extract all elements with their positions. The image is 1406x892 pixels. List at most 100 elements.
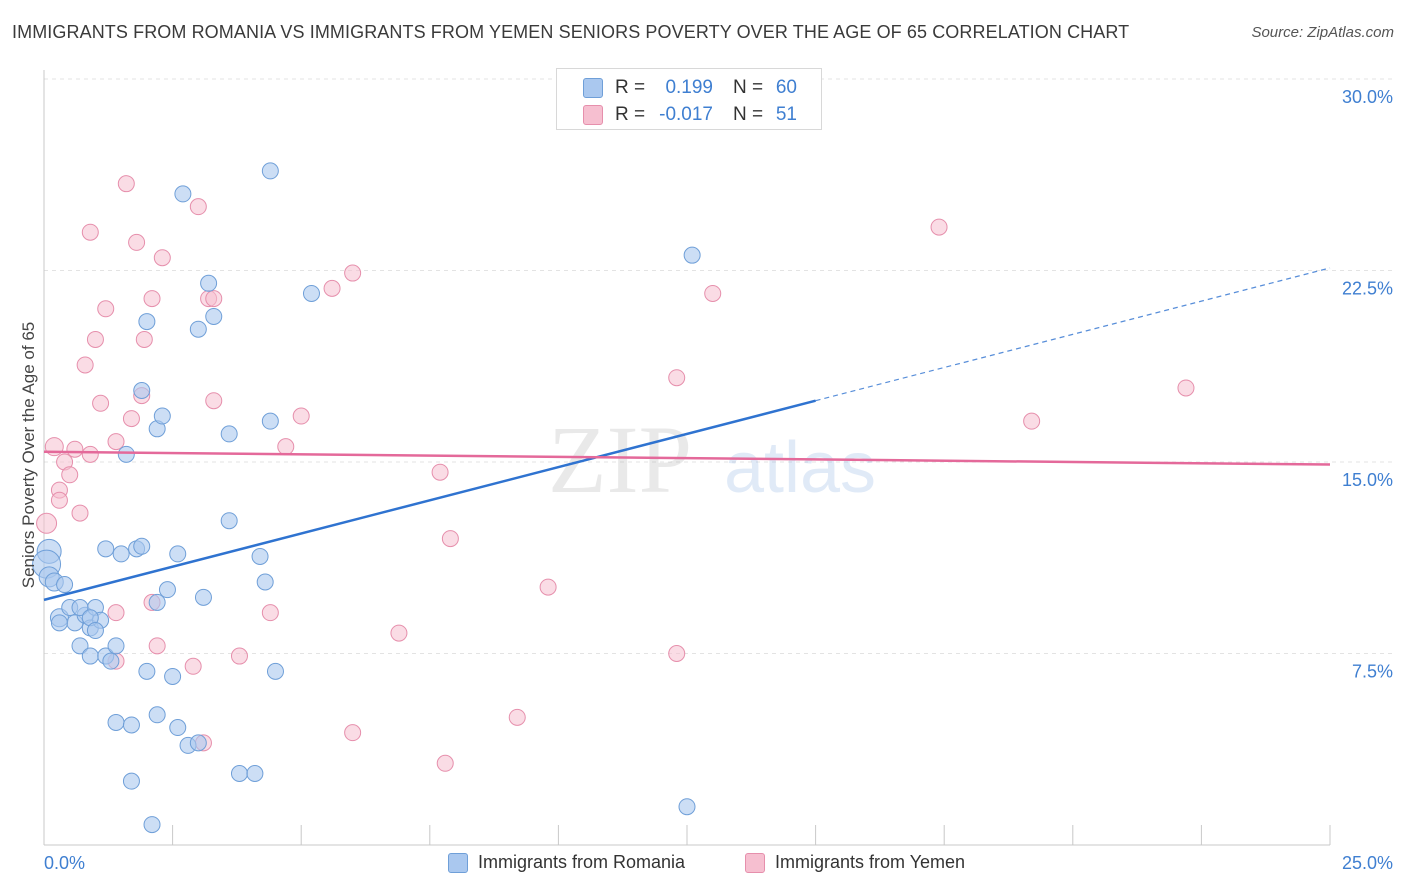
- yemen-point: [205, 290, 223, 308]
- yemen-point: [71, 504, 89, 522]
- y-tick-label: 7.5%: [1352, 662, 1393, 682]
- yemen-point: [668, 645, 686, 662]
- legend-item-yemen[interactable]: Immigrants from Yemen: [745, 852, 965, 873]
- romania-point: [122, 716, 140, 734]
- y-tick-label: 22.5%: [1342, 279, 1393, 299]
- yemen-point: [344, 724, 362, 742]
- watermark-zip: ZIP: [548, 406, 692, 513]
- yemen-point: [668, 369, 686, 387]
- romania-point: [261, 162, 279, 180]
- romania-swatch: [583, 78, 603, 98]
- romania-point: [71, 637, 89, 655]
- yemen-point: [66, 440, 84, 458]
- yemen-trend-line: [43, 450, 1331, 466]
- romania-point: [256, 573, 274, 591]
- romania-point: [302, 284, 320, 302]
- y-tick-labels: 7.5% 15.0% 22.5% 30.0%: [1342, 87, 1393, 682]
- yemen-point: [277, 438, 295, 456]
- legend-swatch-yemen: [745, 852, 765, 873]
- romania-point: [133, 382, 151, 400]
- romania-point: [220, 425, 238, 443]
- romania-point: [133, 537, 151, 555]
- yemen-point: [36, 512, 58, 534]
- yemen-point: [128, 233, 146, 251]
- romania-point: [220, 512, 238, 530]
- romania-point: [174, 185, 192, 203]
- yemen-point: [61, 466, 79, 484]
- romania-point: [169, 545, 187, 563]
- y-tick-label: 15.0%: [1342, 470, 1393, 490]
- yemen-point: [261, 604, 279, 622]
- romania-trend-extension: [815, 267, 1331, 402]
- romania-point: [81, 647, 99, 665]
- romania-trend-line: [43, 399, 816, 602]
- yemen-point: [436, 754, 454, 772]
- x-tick-label-right: 25.0%: [1342, 853, 1393, 873]
- romania-point: [107, 637, 125, 655]
- romania-point: [143, 816, 161, 834]
- watermark: ZIP atlas: [548, 406, 876, 513]
- yemen-point: [50, 491, 68, 509]
- legend-label-yemen: Immigrants from Yemen: [775, 852, 966, 872]
- romania-point: [205, 307, 223, 325]
- romania-point: [148, 593, 166, 611]
- romania-point: [138, 662, 156, 680]
- trend-lines: [43, 267, 1331, 602]
- legend-label-romania: Immigrants from Romania: [478, 852, 686, 872]
- r-label: R =: [615, 104, 646, 125]
- yemen-swatch: [583, 105, 603, 125]
- romania-point: [189, 734, 207, 752]
- yemen-point: [205, 392, 223, 410]
- romania-point: [153, 407, 171, 425]
- yemen-point: [323, 279, 341, 297]
- yemen-point: [431, 463, 449, 481]
- n-label: N =: [733, 104, 764, 125]
- r-label: R =: [615, 77, 646, 98]
- watermark-atlas: atlas: [724, 428, 876, 508]
- yemen-point: [930, 218, 948, 236]
- yemen-point: [122, 410, 140, 428]
- yemen-point: [441, 530, 459, 548]
- romania-point: [122, 772, 140, 790]
- yemen-point: [92, 394, 110, 412]
- romania-point: [71, 599, 89, 617]
- yemen-point: [1023, 412, 1041, 430]
- yemen-point: [292, 407, 310, 425]
- romania-point: [189, 320, 207, 338]
- romania-points: [32, 162, 701, 834]
- romania-point: [230, 765, 248, 783]
- yemen-point: [1177, 379, 1195, 397]
- romania-point: [251, 547, 269, 565]
- romania-point: [102, 652, 120, 670]
- axes: [43, 70, 1331, 846]
- yemen-point: [81, 445, 99, 463]
- romania-point: [117, 445, 135, 463]
- yemen-point: [189, 198, 207, 216]
- n-value: 51: [775, 104, 797, 125]
- x-tick-label-left: 0.0%: [44, 853, 85, 873]
- legend-item-romania[interactable]: Immigrants from Romania: [448, 852, 685, 873]
- yemen-point: [344, 264, 362, 282]
- y-axis-title: Seniors Poverty Over the Age of 65: [19, 321, 38, 589]
- romania-point: [56, 576, 74, 594]
- romania-point: [683, 246, 701, 264]
- romania-point: [97, 540, 115, 558]
- romania-point: [112, 545, 130, 563]
- yemen-point: [148, 637, 166, 655]
- yemen-point: [539, 578, 557, 596]
- y-tick-label: 30.0%: [1342, 87, 1393, 107]
- romania-point: [107, 713, 125, 731]
- n-value: 60: [775, 77, 797, 98]
- stats-row-yemen: R = -0.017 N = 51: [557, 101, 823, 129]
- romania-point: [261, 412, 279, 430]
- romania-point: [50, 614, 68, 632]
- yemen-point: [76, 356, 94, 374]
- romania-point: [148, 706, 166, 724]
- r-value: 0.199: [665, 77, 713, 98]
- romania-point: [138, 313, 156, 331]
- yemen-point: [117, 175, 135, 193]
- yemen-point: [97, 300, 115, 318]
- yemen-point: [107, 433, 125, 451]
- romania-point: [266, 662, 284, 680]
- romania-point: [169, 719, 187, 737]
